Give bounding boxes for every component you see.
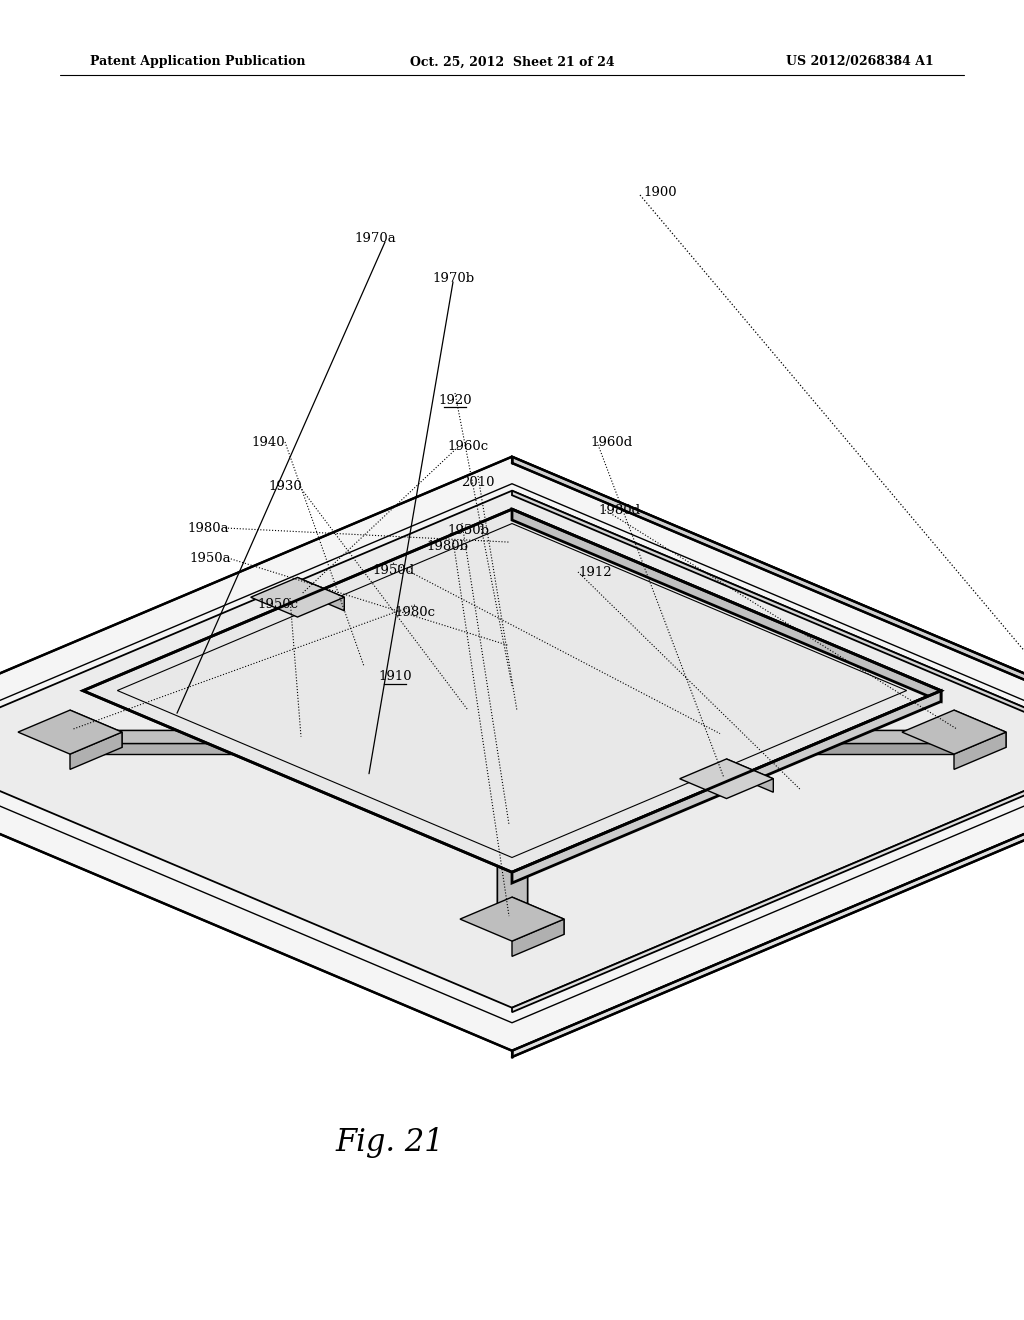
Text: 1912: 1912 — [579, 565, 611, 578]
Text: Fig. 21: Fig. 21 — [336, 1127, 444, 1159]
Text: 1950a: 1950a — [189, 552, 230, 565]
Polygon shape — [512, 730, 954, 743]
Polygon shape — [369, 676, 655, 796]
Polygon shape — [70, 730, 512, 741]
Polygon shape — [512, 735, 655, 809]
Polygon shape — [343, 649, 395, 696]
Polygon shape — [498, 549, 526, 737]
Polygon shape — [0, 491, 1024, 1007]
Polygon shape — [70, 743, 512, 754]
Text: 2010: 2010 — [461, 477, 495, 490]
Polygon shape — [902, 710, 1006, 754]
Polygon shape — [512, 523, 564, 561]
Text: 1960c: 1960c — [447, 441, 488, 454]
Polygon shape — [512, 510, 941, 701]
Polygon shape — [460, 898, 564, 941]
Text: 1980b: 1980b — [426, 540, 468, 553]
Polygon shape — [70, 730, 512, 743]
Polygon shape — [954, 733, 1006, 770]
Polygon shape — [512, 743, 954, 754]
Ellipse shape — [484, 690, 540, 741]
Text: 1980d: 1980d — [599, 503, 641, 516]
Text: 1950c: 1950c — [257, 598, 299, 611]
Text: 1940: 1940 — [251, 436, 285, 449]
Polygon shape — [83, 510, 941, 873]
Text: Oct. 25, 2012  Sheet 21 of 24: Oct. 25, 2012 Sheet 21 of 24 — [410, 55, 614, 69]
Polygon shape — [954, 710, 1006, 747]
Text: 1920: 1920 — [438, 393, 472, 407]
Polygon shape — [512, 750, 1024, 1012]
Polygon shape — [356, 648, 454, 705]
Text: 1930: 1930 — [268, 480, 302, 494]
Polygon shape — [343, 627, 395, 673]
Polygon shape — [512, 491, 1024, 754]
Text: Patent Application Publication: Patent Application Publication — [90, 55, 305, 69]
Text: US 2012/0268384 A1: US 2012/0268384 A1 — [786, 55, 934, 69]
Text: 1960d: 1960d — [591, 436, 633, 449]
Polygon shape — [460, 523, 564, 568]
Polygon shape — [512, 690, 941, 883]
Polygon shape — [70, 710, 122, 747]
Polygon shape — [680, 759, 773, 799]
Text: 1980c: 1980c — [394, 606, 435, 619]
Polygon shape — [512, 919, 564, 957]
Polygon shape — [0, 457, 1024, 1051]
Polygon shape — [512, 754, 1024, 1057]
Text: 1950d: 1950d — [372, 564, 414, 577]
Text: 1950b: 1950b — [447, 524, 489, 536]
Polygon shape — [291, 627, 395, 671]
Text: 1970b: 1970b — [432, 272, 474, 285]
Polygon shape — [251, 577, 344, 616]
Polygon shape — [330, 648, 454, 700]
Polygon shape — [512, 676, 655, 750]
Text: 1980a: 1980a — [187, 521, 228, 535]
Polygon shape — [70, 733, 122, 770]
Text: 1970a: 1970a — [354, 231, 396, 244]
Polygon shape — [512, 457, 1024, 760]
Text: 1900: 1900 — [643, 186, 677, 198]
Polygon shape — [726, 759, 773, 792]
Text: 1910: 1910 — [378, 671, 412, 684]
Polygon shape — [512, 898, 564, 935]
Polygon shape — [330, 659, 427, 715]
Polygon shape — [298, 577, 344, 611]
Polygon shape — [18, 710, 122, 754]
Polygon shape — [512, 730, 954, 741]
Polygon shape — [512, 545, 564, 582]
Polygon shape — [498, 737, 526, 924]
